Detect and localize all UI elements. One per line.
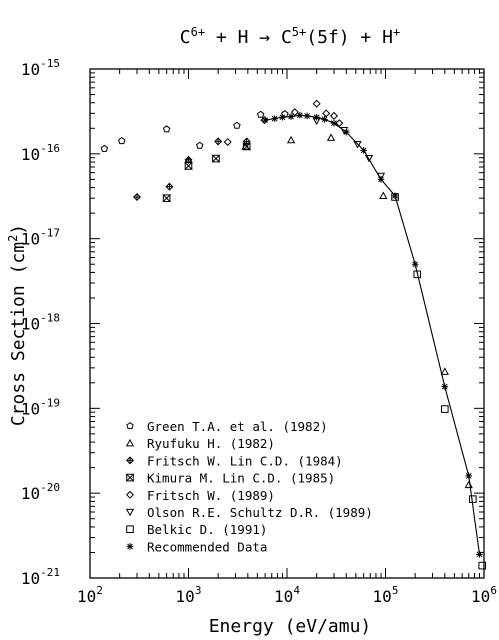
legend-marker bbox=[125, 508, 135, 517]
legend: Green T.A. et al. (1982) Ryufuku H. (1982… bbox=[125, 419, 373, 554]
data-point bbox=[223, 137, 232, 146]
legend-label: Recommended Data bbox=[147, 539, 267, 554]
legend-label: Green T.A. et al. (1982) bbox=[147, 419, 328, 434]
y-axis: 10-15 10-16 10-17 10-18 10-19 10-20 10-21 bbox=[21, 57, 484, 588]
data-point bbox=[281, 110, 289, 118]
legend-marker bbox=[125, 456, 135, 465]
data-point bbox=[321, 116, 328, 123]
legend-marker bbox=[126, 525, 134, 534]
y-tick-label: 10-20 bbox=[21, 481, 60, 503]
legend-label: Fritsch W. (1989) bbox=[147, 488, 275, 503]
recommended-curve-line bbox=[265, 114, 481, 555]
x-tick-label: 105 bbox=[373, 584, 399, 606]
data-point bbox=[118, 136, 126, 145]
x-axis: 102 103 104 105 106 bbox=[77, 69, 497, 606]
data-point bbox=[162, 125, 171, 133]
data-point bbox=[233, 121, 241, 129]
x-tick-label: 103 bbox=[176, 584, 202, 606]
data-point bbox=[376, 172, 386, 181]
y-tick-label: 10-18 bbox=[21, 312, 60, 334]
data-point bbox=[339, 127, 349, 135]
data-point bbox=[165, 182, 174, 191]
data-point bbox=[364, 154, 374, 163]
series-7 bbox=[261, 111, 483, 558]
chart-title: C6+​ + H → C5+​(5f) + H+​ bbox=[180, 25, 400, 48]
y-tick-label: 10-16 bbox=[21, 142, 60, 164]
legend-marker bbox=[126, 543, 134, 550]
data-point bbox=[256, 110, 265, 118]
x-tick-label: 104 bbox=[274, 584, 300, 606]
data-point bbox=[279, 113, 286, 121]
legend-marker bbox=[125, 490, 135, 499]
data-points bbox=[100, 99, 487, 570]
data-point bbox=[211, 154, 221, 163]
x-tick-label: 106 bbox=[471, 584, 497, 606]
data-point bbox=[335, 119, 344, 128]
data-point bbox=[440, 367, 449, 375]
data-point bbox=[195, 141, 204, 149]
data-point bbox=[162, 194, 172, 202]
data-point bbox=[261, 116, 269, 124]
y-tick-label: 10-17 bbox=[21, 227, 60, 249]
data-point bbox=[303, 112, 311, 120]
data-point bbox=[329, 111, 339, 120]
data-point bbox=[377, 176, 385, 183]
series-1 bbox=[184, 133, 473, 489]
data-point bbox=[271, 115, 278, 122]
data-point bbox=[242, 142, 252, 151]
data-point bbox=[441, 383, 449, 390]
data-point bbox=[296, 111, 304, 119]
legend-label: Olson R.E. Schultz D.R. (1989) bbox=[147, 505, 373, 520]
legend-marker bbox=[125, 473, 135, 482]
series-5 bbox=[312, 117, 386, 181]
data-point bbox=[286, 135, 296, 144]
data-point bbox=[313, 113, 320, 121]
series-0 bbox=[100, 110, 289, 152]
data-point bbox=[183, 162, 194, 170]
legend-label: Kimura M. Lin C.D. (1985) bbox=[147, 471, 335, 486]
series-3 bbox=[162, 142, 252, 202]
data-point bbox=[353, 141, 362, 149]
data-point bbox=[441, 405, 449, 413]
y-tick-label: 10-21 bbox=[21, 566, 60, 588]
data-point bbox=[330, 119, 338, 127]
data-point bbox=[312, 99, 321, 108]
y-axis-label: Cross Section (cm2) bbox=[6, 224, 29, 426]
data-point bbox=[214, 137, 223, 146]
data-point bbox=[391, 192, 399, 200]
y-tick-label: 10-19 bbox=[21, 396, 60, 418]
data-point bbox=[464, 480, 473, 489]
data-point bbox=[100, 144, 109, 152]
data-point bbox=[478, 561, 487, 570]
data-point bbox=[360, 147, 367, 154]
series-6 bbox=[391, 193, 487, 570]
data-point bbox=[379, 191, 388, 199]
data-point bbox=[290, 108, 299, 117]
y-tick-label: 10-15 bbox=[21, 57, 60, 79]
recommended-fit-curve bbox=[265, 114, 481, 555]
legend-label: Fritsch W. Lin C.D. (1984) bbox=[147, 453, 343, 468]
data-point bbox=[413, 270, 422, 279]
data-point bbox=[322, 109, 331, 118]
legend-marker bbox=[126, 422, 134, 430]
data-point bbox=[343, 128, 350, 136]
data-point bbox=[411, 260, 419, 268]
data-point bbox=[465, 472, 473, 480]
data-point bbox=[326, 133, 336, 141]
legend-label: Ryufuku H. (1982) bbox=[147, 436, 275, 451]
data-point bbox=[476, 551, 483, 558]
data-point bbox=[469, 495, 477, 503]
x-axis-label: Energy (eV/amu) bbox=[209, 616, 372, 637]
data-point bbox=[287, 113, 295, 120]
series-2 bbox=[132, 137, 251, 201]
legend-marker bbox=[125, 438, 135, 447]
series-4 bbox=[223, 99, 344, 146]
legend-label: Belkic D. (1991) bbox=[147, 522, 267, 537]
data-point bbox=[132, 192, 142, 201]
x-tick-label: 102 bbox=[77, 584, 103, 606]
